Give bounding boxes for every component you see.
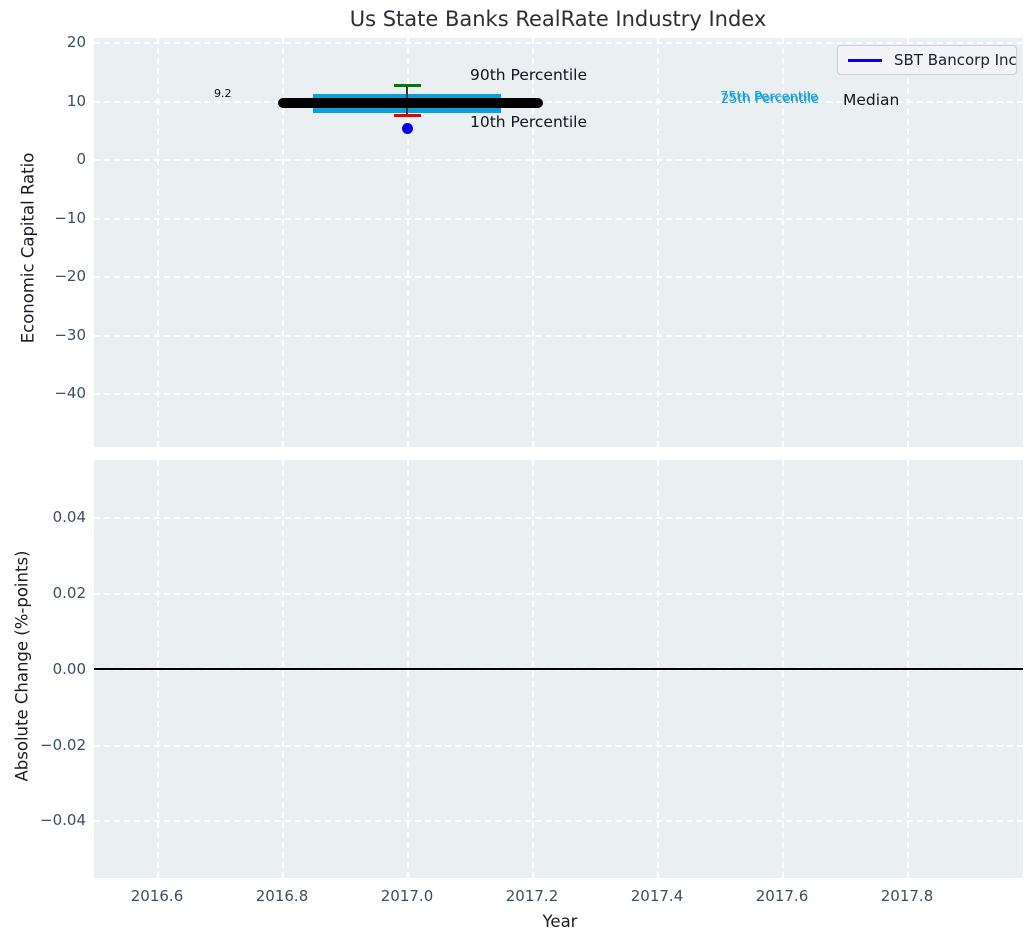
ytick-top: 20 <box>66 33 86 51</box>
gridline-horizontal <box>94 276 1023 278</box>
ytick-bottom: −0.02 <box>40 735 86 754</box>
gridline-vertical <box>532 38 534 447</box>
percentile-10-cap <box>394 114 421 117</box>
xtick: 2017.6 <box>755 887 809 905</box>
gridline-horizontal <box>94 334 1023 337</box>
bottom-plot-area <box>94 460 1023 878</box>
legend: SBT Bancorp Inc <box>837 45 1017 75</box>
annotation-25th-percentile: 25th Percentile <box>721 92 820 107</box>
gridline-horizontal <box>94 159 1023 161</box>
legend-label: SBT Bancorp Inc <box>894 51 1017 69</box>
annotation-75th-percentile: 75th Percentile <box>720 90 819 105</box>
annotation-median-value: 9.2 <box>214 87 232 100</box>
ytick-top: −40 <box>54 384 86 402</box>
gridline-vertical <box>282 38 284 447</box>
annotation-median-label: Median <box>843 91 900 109</box>
ytick-top: 0 <box>76 150 86 168</box>
ytick-top: −10 <box>54 208 86 227</box>
xtick: 2017.4 <box>630 887 684 905</box>
y-axis-label-top: Economic Capital Ratio <box>18 152 38 344</box>
gridline-vertical <box>657 38 659 447</box>
gridline-horizontal <box>94 42 1023 44</box>
gridline-vertical <box>407 38 409 447</box>
gridline-horizontal <box>94 593 1023 595</box>
legend-line-sample <box>848 58 882 62</box>
ytick-bottom: −0.04 <box>40 811 86 829</box>
xtick: 2017.2 <box>505 887 559 905</box>
sbt-bancorp-marker <box>402 123 413 134</box>
ytick-bottom: 0.00 <box>52 660 86 678</box>
xtick: 2016.6 <box>130 887 184 905</box>
ytick-bottom: 0.02 <box>52 584 86 602</box>
x-axis-label: Year <box>542 912 578 931</box>
xtick: 2016.8 <box>255 887 309 905</box>
annotation-90th-percentile: 90th Percentile <box>470 66 588 84</box>
gridline-horizontal <box>94 744 1023 747</box>
zero-line-mark <box>94 668 1023 670</box>
xtick: 2017.0 <box>380 887 434 905</box>
gridline-horizontal <box>94 669 1023 671</box>
gridline-vertical <box>782 38 784 447</box>
gridline-horizontal <box>94 517 1023 519</box>
gridline-horizontal <box>94 820 1023 822</box>
gridline-horizontal <box>94 217 1023 220</box>
y-axis-label-bottom: Absolute Change (%-points) <box>12 550 32 782</box>
ytick-top: 10 <box>66 91 86 110</box>
xtick: 2017.8 <box>880 887 934 905</box>
median-line-mark <box>278 98 543 108</box>
chart-title: Us State Banks RealRate Industry Index <box>349 7 767 31</box>
ytick-top: −30 <box>54 325 86 344</box>
annotation-10th-percentile: 10th Percentile <box>470 113 588 131</box>
ytick-top: −20 <box>54 267 86 285</box>
percentile-90-cap <box>394 84 421 87</box>
gridline-vertical <box>907 38 909 447</box>
gridline-horizontal <box>94 100 1023 103</box>
ytick-bottom: 0.04 <box>52 508 86 526</box>
gridline-horizontal <box>94 393 1023 395</box>
gridline-vertical <box>157 38 159 447</box>
top-plot-area: 9.2 90th Percentile 10th Percentile 75th… <box>94 38 1023 447</box>
